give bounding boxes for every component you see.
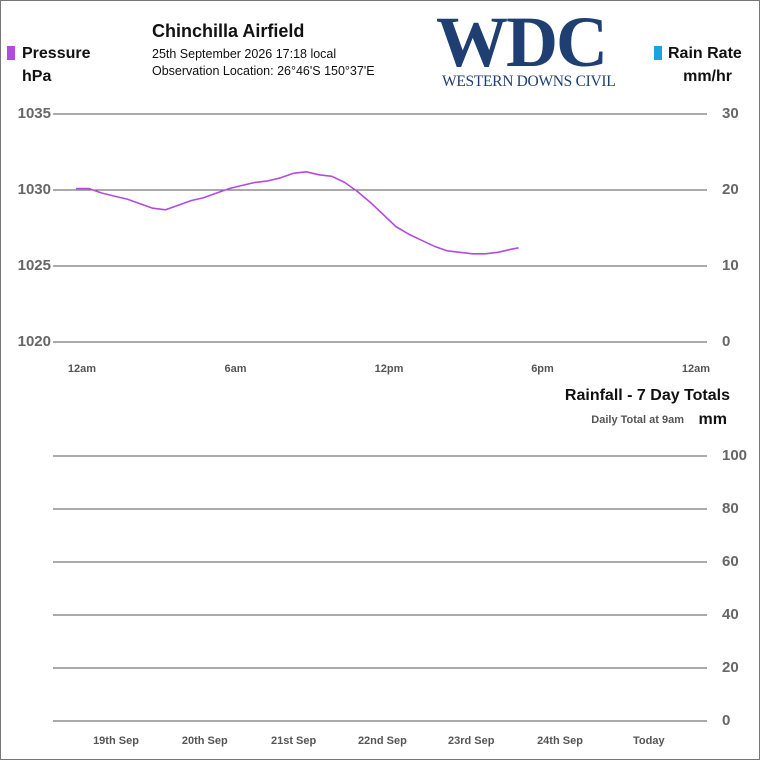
observation-location: Observation Location: 26°46'S 150°37'E xyxy=(152,64,375,78)
rainfall-tick-label: 100 xyxy=(722,447,747,464)
rainfall-tick-label: 0 xyxy=(722,712,730,729)
observation-date: 25th September 2026 17:18 local xyxy=(152,47,337,61)
rainfall-tick-label: 40 xyxy=(722,606,739,623)
rainrate-tick-label: 10 xyxy=(722,257,739,274)
time-tick-label: 6pm xyxy=(531,363,554,375)
time-tick-label: 12am xyxy=(68,363,96,375)
logo-letters: WDC xyxy=(436,2,608,82)
pressure-line xyxy=(76,171,519,255)
day-tick-label: 19th Sep xyxy=(93,735,139,747)
rainrate-legend-swatch xyxy=(654,46,662,60)
rainfall-note: Daily Total at 9am xyxy=(591,414,684,426)
day-tick-label: 22nd Sep xyxy=(358,735,407,747)
pressure-tick-label: 1020 xyxy=(18,333,51,350)
rainrate-tick-label: 30 xyxy=(722,105,739,122)
time-tick-label: 12am xyxy=(682,363,710,375)
day-tick-label: 23rd Sep xyxy=(448,735,495,747)
rainrate-tick-label: 20 xyxy=(722,181,739,198)
rainrate-unit-label: mm/hr xyxy=(683,68,732,85)
rainfall-title: Rainfall - 7 Day Totals xyxy=(564,387,730,404)
pressure-tick-label: 1035 xyxy=(18,105,51,122)
pressure-legend-swatch xyxy=(7,46,15,60)
day-tick-label: 20th Sep xyxy=(182,735,228,747)
rainfall-tick-label: 20 xyxy=(722,659,739,676)
pressure-unit-label: hPa xyxy=(22,68,52,85)
logo-tagline: WESTERN DOWNS CIVIL xyxy=(442,73,616,90)
rainfall-chart: 0 20 40 60 80 100 19th Sep 20th Sep 21st Sep 22nd… xyxy=(53,447,747,747)
pressure-tick-label: 1030 xyxy=(18,181,51,198)
day-tick-label: 21st Sep xyxy=(271,735,317,747)
day-tick-label: Today xyxy=(633,735,665,747)
pressure-legend-label: Pressure xyxy=(22,45,91,62)
rainrate-legend-label: Rain Rate xyxy=(668,45,742,62)
pressure-tick-label: 1025 xyxy=(18,257,51,274)
rainfall-tick-label: 60 xyxy=(722,553,739,570)
time-tick-label: 12pm xyxy=(375,363,404,375)
time-tick-label: 6am xyxy=(224,363,246,375)
day-tick-label: 24th Sep xyxy=(537,735,583,747)
rainfall-tick-label: 80 xyxy=(722,500,739,517)
station-title: Chinchilla Airfield xyxy=(152,21,305,41)
wdc-logo: WDC WESTERN DOWNS CIVIL xyxy=(436,6,636,94)
rainfall-unit-label: mm xyxy=(698,411,727,428)
rainrate-tick-label: 0 xyxy=(722,333,730,350)
